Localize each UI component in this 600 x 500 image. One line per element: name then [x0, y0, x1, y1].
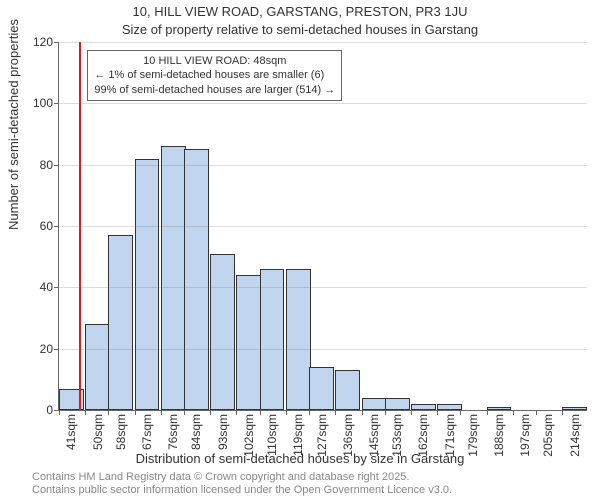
histogram-bar [335, 370, 360, 410]
gridline [59, 349, 587, 350]
xtick-mark [161, 410, 162, 415]
xtick-label: 41sqm [64, 414, 78, 450]
footer-line-1: Contains HM Land Registry data © Crown c… [32, 471, 452, 485]
xtick-mark [487, 410, 488, 415]
ytick-label: 100 [33, 96, 53, 110]
xtick-label: 58sqm [114, 414, 128, 450]
gridline [59, 42, 587, 43]
xtick-mark [260, 410, 261, 415]
chart-container: 10, HILL VIEW ROAD, GARSTANG, PRESTON, P… [0, 0, 600, 500]
histogram-bar [210, 254, 235, 410]
annotation-box: 10 HILL VIEW ROAD: 48sqm ← 1% of semi-de… [87, 50, 342, 101]
histogram-bar [309, 367, 334, 410]
gridline [59, 165, 587, 166]
ytick-label: 0 [46, 403, 53, 417]
ytick-label: 80 [40, 158, 53, 172]
ytick-label: 60 [40, 219, 53, 233]
xtick-mark [513, 410, 514, 415]
xtick-label: 84sqm [189, 414, 203, 450]
gridline [59, 103, 587, 104]
ytick-mark [54, 42, 59, 43]
ytick-mark [54, 287, 59, 288]
chart-title: 10, HILL VIEW ROAD, GARSTANG, PRESTON, P… [0, 4, 600, 19]
xtick-mark [562, 410, 563, 415]
histogram-bar [260, 269, 285, 410]
xtick-mark [85, 410, 86, 415]
ytick-mark [54, 103, 59, 104]
xtick-label: 110sqm [265, 414, 279, 456]
annotation-line-smaller: ← 1% of semi-detached houses are smaller… [94, 68, 335, 82]
x-axis-label: Distribution of semi-detached houses by … [0, 451, 600, 466]
histogram-bar [236, 275, 261, 410]
xtick-label: 119sqm [291, 414, 305, 456]
histogram-bar [161, 146, 186, 410]
ytick-label: 20 [40, 342, 53, 356]
xtick-mark [411, 410, 412, 415]
ytick-mark [54, 165, 59, 166]
xtick-mark [59, 410, 60, 415]
gridline [59, 226, 587, 227]
ytick-label: 40 [40, 280, 53, 294]
xtick-mark [437, 410, 438, 415]
xtick-mark [536, 410, 537, 415]
xtick-mark [236, 410, 237, 415]
xtick-label: 93sqm [216, 414, 230, 450]
footer-line-2: Contains public sector information licen… [32, 484, 452, 498]
histogram-bar [108, 235, 133, 410]
xtick-mark [460, 410, 461, 415]
xtick-label: 76sqm [166, 414, 180, 450]
ytick-mark [54, 349, 59, 350]
histogram-bar [487, 407, 512, 410]
xtick-mark [135, 410, 136, 415]
xtick-label: 67sqm [140, 414, 154, 450]
annotation-line-larger: 99% of semi-detached houses are larger (… [94, 83, 335, 97]
histogram-bar [286, 269, 311, 410]
gridline [59, 287, 587, 288]
histogram-bar [135, 159, 160, 410]
histogram-bar [385, 398, 410, 410]
histogram-bar [184, 149, 209, 410]
footer-attribution: Contains HM Land Registry data © Crown c… [32, 471, 452, 499]
xtick-mark [108, 410, 109, 415]
y-axis-label: Number of semi-detached properties [6, 19, 21, 230]
xtick-mark [210, 410, 211, 415]
xtick-mark [286, 410, 287, 415]
histogram-bar [411, 404, 436, 410]
histogram-bar [85, 324, 110, 410]
histogram-bar [562, 407, 587, 410]
chart-subtitle: Size of property relative to semi-detach… [0, 22, 600, 37]
plot-area: 10 HILL VIEW ROAD: 48sqm ← 1% of semi-de… [58, 42, 587, 411]
histogram-bar [362, 398, 387, 410]
histogram-bar [437, 404, 462, 410]
ytick-mark [54, 226, 59, 227]
annotation-title: 10 HILL VIEW ROAD: 48sqm [94, 54, 335, 68]
xtick-mark [335, 410, 336, 415]
xtick-mark [362, 410, 363, 415]
xtick-mark [184, 410, 185, 415]
xtick-mark [309, 410, 310, 415]
xtick-label: 50sqm [91, 414, 105, 450]
xtick-mark [385, 410, 386, 415]
ytick-label: 120 [33, 35, 53, 49]
